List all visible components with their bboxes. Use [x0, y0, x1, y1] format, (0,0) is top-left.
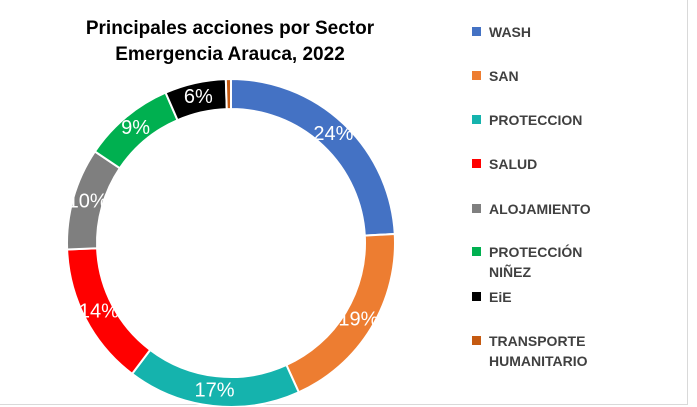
data-label: 10% — [68, 191, 108, 213]
legend-item: PROTECCIÓN NIÑEZ — [470, 242, 685, 282]
slice — [230, 77, 396, 237]
legend-swatch — [472, 292, 481, 301]
data-label: 14% — [79, 300, 119, 322]
data-label: 9% — [121, 117, 150, 139]
legend-label: WASH — [489, 24, 531, 40]
data-label: 24% — [313, 123, 353, 145]
slice — [224, 77, 232, 111]
legend-swatch — [472, 27, 481, 36]
legend-swatch — [472, 115, 481, 124]
legend-label: TRANSPORTE HUMANITARIO — [489, 333, 588, 369]
data-label: 6% — [184, 86, 213, 108]
legend-swatch — [472, 247, 481, 256]
legend-label: EiE — [489, 289, 512, 305]
legend-item: EiE — [470, 287, 685, 307]
legend-swatch — [472, 336, 481, 345]
legend-item: SAN — [470, 66, 685, 86]
legend-item: PROTECCION — [470, 110, 685, 130]
legend-label: SALUD — [489, 156, 538, 172]
legend-swatch — [472, 71, 481, 80]
legend-swatch — [472, 159, 481, 168]
legend-item: TRANSPORTE HUMANITARIO — [470, 331, 685, 371]
legend-label: ALOJAMIENTO — [489, 201, 591, 217]
legend-swatch — [472, 204, 481, 213]
legend-item: ALOJAMIENTO — [470, 199, 685, 219]
legend-item: SALUD — [470, 154, 685, 174]
legend-label: SAN — [489, 68, 519, 84]
legend-label: PROTECCIÓN NIÑEZ — [489, 244, 583, 280]
data-label: 19% — [338, 308, 378, 330]
legend-label: PROTECCION — [489, 112, 583, 128]
chart-title: Principales acciones por Sector Emergenc… — [85, 18, 375, 65]
data-label: 17% — [195, 379, 235, 401]
legend-item: WASH — [470, 22, 685, 42]
